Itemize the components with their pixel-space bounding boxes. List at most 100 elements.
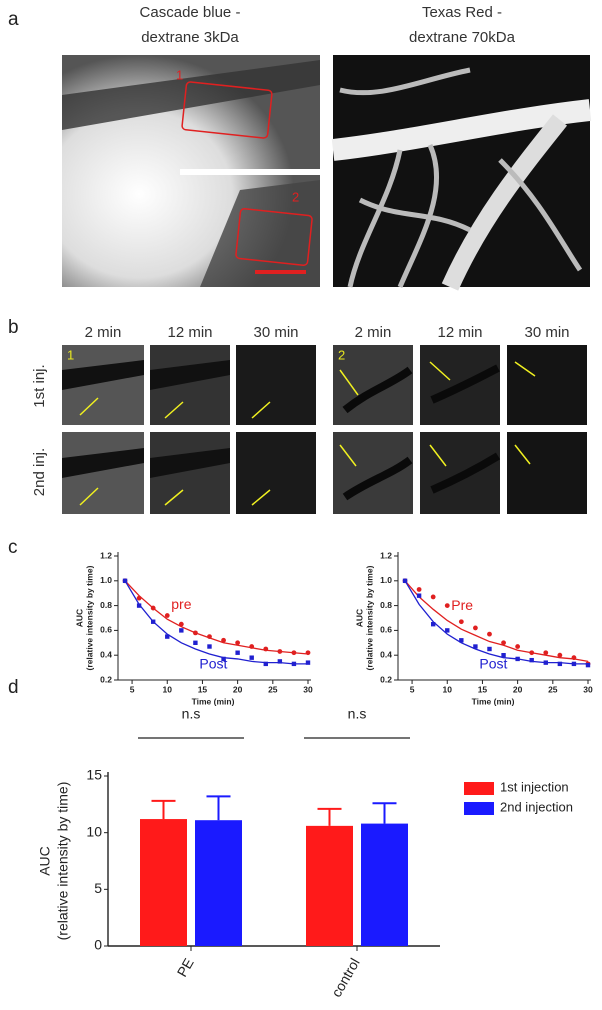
point xyxy=(291,650,297,656)
y-tick-label: 1.0 xyxy=(100,575,112,585)
annotation: n.s xyxy=(348,706,367,722)
point xyxy=(193,630,198,636)
point xyxy=(529,657,534,663)
point xyxy=(487,631,492,637)
x-tick-label: 15 xyxy=(478,684,488,694)
point xyxy=(122,578,128,583)
point xyxy=(444,603,450,608)
bar xyxy=(140,819,187,946)
y-tick-label: 1.2 xyxy=(380,550,392,560)
point xyxy=(543,650,549,656)
x-tick-label: PE xyxy=(174,955,197,979)
bar xyxy=(361,823,408,946)
point xyxy=(557,652,563,658)
series-label: Post xyxy=(479,656,507,672)
point xyxy=(136,603,142,608)
roi-label: 1 xyxy=(176,67,183,82)
time-label: 12 min xyxy=(437,324,482,341)
point xyxy=(150,619,156,624)
point xyxy=(277,659,283,664)
point xyxy=(529,650,535,656)
point xyxy=(430,622,436,627)
y-tick-label: 1.2 xyxy=(100,550,112,560)
roi-label: 1 xyxy=(67,347,74,362)
y-axis-label: (relative intensity by time) xyxy=(55,782,71,941)
point xyxy=(571,655,577,661)
series-label: pre xyxy=(171,596,191,612)
y-axis-label: AUC xyxy=(354,609,364,627)
point xyxy=(501,653,506,658)
y-tick-label: 0.8 xyxy=(380,600,392,610)
image-title: Cascade blue - xyxy=(140,4,241,21)
panel-label: d xyxy=(8,677,19,698)
panel-label: c xyxy=(8,537,18,558)
point xyxy=(458,619,464,625)
fit-line xyxy=(124,580,309,655)
point xyxy=(136,595,142,601)
point xyxy=(445,628,450,633)
point xyxy=(235,640,241,646)
y-tick-label: 10 xyxy=(86,823,102,839)
y-tick-label: 0.6 xyxy=(380,625,392,635)
row-label: 1st inj. xyxy=(31,364,48,407)
point xyxy=(543,660,548,665)
roi-label: 2 xyxy=(292,189,299,204)
y-tick-label: 0.2 xyxy=(380,674,392,684)
y-tick-label: 0.8 xyxy=(100,600,112,610)
y-tick-label: 0.6 xyxy=(100,625,112,635)
x-tick-label: 20 xyxy=(233,684,243,694)
row-label: 2nd inj. xyxy=(31,448,48,496)
point xyxy=(291,661,297,667)
x-tick-label: 30 xyxy=(583,684,593,694)
bar xyxy=(195,820,242,946)
y-tick-label: 1.0 xyxy=(380,575,392,585)
point xyxy=(207,644,212,649)
y-tick-label: 5 xyxy=(94,880,102,896)
point xyxy=(416,593,422,598)
micrograph xyxy=(331,55,592,291)
point xyxy=(207,634,212,639)
point xyxy=(487,646,492,652)
fit-line xyxy=(124,580,308,665)
x-tick-label: 15 xyxy=(198,684,208,694)
time-label: 2 min xyxy=(355,324,392,341)
roi-label: 2 xyxy=(338,347,345,362)
y-tick-label: 0.2 xyxy=(100,674,112,684)
x-axis-label: Time (min) xyxy=(192,696,235,706)
annotation: n.s xyxy=(182,706,201,722)
bar xyxy=(306,825,353,946)
point xyxy=(150,605,156,611)
y-axis-label: (relative intensity by time) xyxy=(364,565,374,670)
point xyxy=(193,640,198,645)
point xyxy=(178,621,184,627)
image-title: Texas Red - xyxy=(422,4,502,21)
time-label: 30 min xyxy=(253,324,298,341)
point xyxy=(263,661,268,667)
y-axis-label: AUC xyxy=(37,846,53,876)
point xyxy=(249,644,255,649)
micrograph-strip xyxy=(62,345,587,514)
x-tick-label: 25 xyxy=(548,684,558,694)
x-tick-label: 25 xyxy=(268,684,278,694)
point xyxy=(515,656,520,662)
y-tick-label: 0.4 xyxy=(380,649,392,659)
point xyxy=(459,638,464,643)
point xyxy=(305,650,311,656)
time-label: 30 min xyxy=(524,324,569,341)
point xyxy=(585,662,591,668)
point xyxy=(416,587,422,592)
point xyxy=(179,628,184,633)
time-label: 2 min xyxy=(85,324,122,341)
legend-swatch xyxy=(464,782,494,795)
point xyxy=(305,660,311,665)
point xyxy=(430,594,436,600)
point xyxy=(221,637,226,643)
micrograph xyxy=(62,55,320,287)
point xyxy=(235,650,240,655)
y-axis-label: (relative intensity by time) xyxy=(84,565,94,670)
point xyxy=(473,625,478,631)
y-tick-label: 15 xyxy=(86,767,102,783)
y-axis-label: AUC xyxy=(74,609,84,627)
series-label: Pre xyxy=(451,597,473,613)
